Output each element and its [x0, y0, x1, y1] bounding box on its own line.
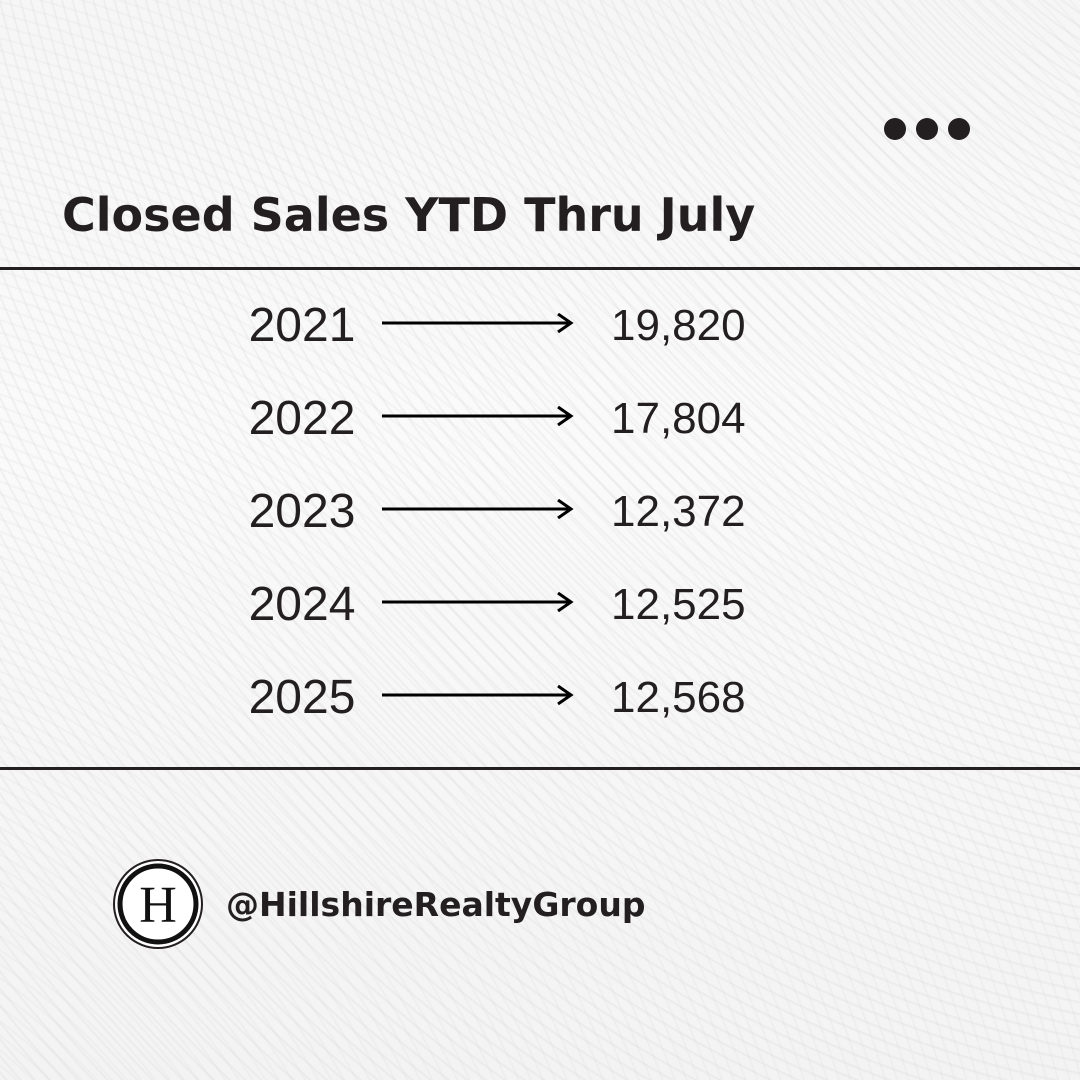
year-label: 2023: [248, 485, 356, 538]
dot-2: [916, 118, 938, 140]
dot-1: [884, 118, 906, 140]
right-arrow-icon: [382, 406, 574, 426]
right-arrow-icon: [382, 499, 574, 519]
list-item: 2021 19,820: [0, 280, 1080, 373]
more-options-icon[interactable]: [884, 118, 970, 140]
brand-footer: H @HillshireRealtyGroup: [112, 858, 645, 950]
list-item: 2024 12,525: [0, 559, 1080, 652]
sales-value: 17,804: [611, 394, 746, 443]
year-label: 2021: [248, 299, 356, 352]
logo-letter: H: [139, 877, 177, 934]
list-item: 2025 12,568: [0, 652, 1080, 745]
year-label: 2025: [248, 671, 356, 724]
brand-logo[interactable]: H: [112, 858, 204, 950]
bottom-divider: [0, 767, 1080, 770]
sales-value: 19,820: [611, 301, 746, 350]
top-divider: [0, 267, 1080, 270]
page-title: Closed Sales YTD Thru July: [62, 188, 756, 242]
list-item: 2022 17,804: [0, 373, 1080, 466]
list-item: 2023 12,372: [0, 466, 1080, 559]
year-label: 2024: [248, 578, 356, 631]
sales-value: 12,525: [611, 580, 746, 629]
year-label: 2022: [248, 392, 356, 445]
right-arrow-icon: [382, 685, 574, 705]
sales-value: 12,568: [611, 673, 746, 722]
right-arrow-icon: [382, 313, 574, 333]
sales-value: 12,372: [611, 487, 746, 536]
right-arrow-icon: [382, 592, 574, 612]
dot-3: [948, 118, 970, 140]
social-handle[interactable]: @HillshireRealtyGroup: [226, 884, 646, 924]
sales-list: 2021 19,820 2022 17,804 2023 12,372 2024…: [0, 280, 1080, 745]
